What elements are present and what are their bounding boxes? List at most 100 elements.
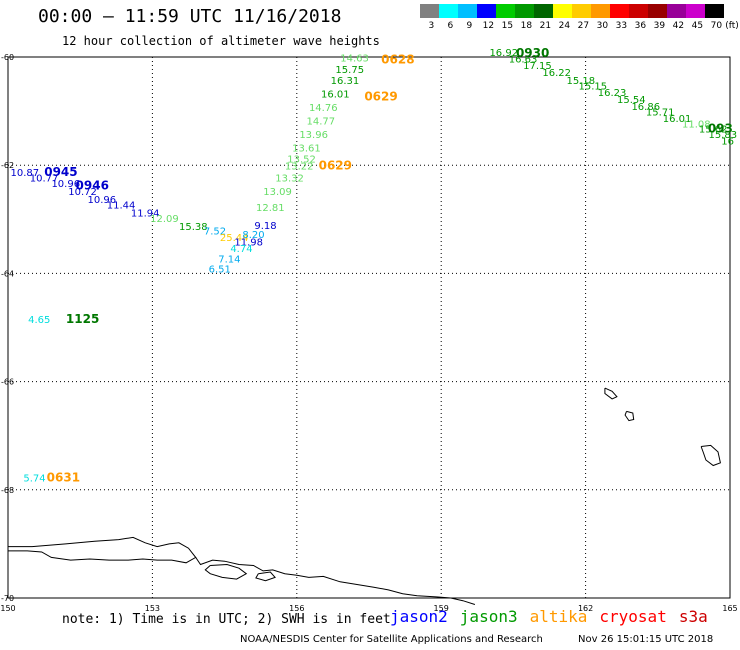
wave-height-value: 15.83 xyxy=(708,130,737,141)
wave-height-value: 14.77 xyxy=(307,117,336,128)
coastline xyxy=(204,563,248,580)
pass-time-label: 0628 xyxy=(381,52,414,66)
scale-swatch xyxy=(648,4,667,18)
wave-height-value: 13.96 xyxy=(299,130,328,141)
scale-label: 9 xyxy=(466,21,473,31)
scale-label: 39 xyxy=(653,21,666,31)
wave-height-value: 15.71 xyxy=(646,107,675,118)
scale-swatch xyxy=(610,4,629,18)
scale-swatch xyxy=(705,4,724,18)
wave-height-value: 16.01 xyxy=(321,90,350,101)
scale-swatch xyxy=(458,4,477,18)
wave-height-value: 15.18 xyxy=(566,76,595,87)
wave-height-value: 10.96 xyxy=(88,195,117,206)
wave-height-value: 16.01 xyxy=(663,114,692,125)
coastline xyxy=(195,557,476,605)
wave-height-value: 16 xyxy=(721,137,734,148)
scale-label: 6 xyxy=(447,21,454,31)
wave-height-value: 9.18 xyxy=(254,221,276,232)
satellite-legend: jason2 jason3 altika cryosat s3a xyxy=(390,607,720,626)
wave-height-value: 14.76 xyxy=(309,103,338,114)
scale-label: 45 xyxy=(691,21,704,31)
pass-time-label: 1125 xyxy=(66,312,99,326)
wave-height-value: 10.77 xyxy=(30,173,59,184)
satellite-jason2: jason2 xyxy=(390,607,448,626)
satellite-s3a: s3a xyxy=(678,607,708,626)
wave-height-value: 17.15 xyxy=(523,61,552,72)
scale-label: 12 xyxy=(482,21,495,31)
pass-time-label: 0631 xyxy=(47,471,80,485)
scale-swatch xyxy=(477,4,496,18)
scale-unit: (ft) xyxy=(725,21,739,31)
lon-tick-label: 162 xyxy=(578,604,593,613)
coastline xyxy=(255,571,276,582)
wave-height-value: 16.86 xyxy=(631,102,660,113)
scale-swatch xyxy=(439,4,458,18)
wave-height-value: 13.61 xyxy=(292,144,321,155)
scale-label: 42 xyxy=(672,21,685,31)
wave-height-value: 15.15 xyxy=(578,81,607,92)
wave-height-value: 13.09 xyxy=(263,187,292,198)
scale-label: 70 xyxy=(710,21,723,31)
scale-label: 33 xyxy=(615,21,628,31)
pass-time-label: 0946 xyxy=(76,179,109,193)
scale-swatch xyxy=(553,4,572,18)
pass-time-label: 0629 xyxy=(319,159,352,173)
scale-swatch xyxy=(534,4,553,18)
wave-height-value: 13.22 xyxy=(285,162,314,173)
title: 00:00 – 11:59 UTC 11/16/2018 xyxy=(38,6,342,27)
wave-height-value: 8.20 xyxy=(242,230,264,241)
wave-height-value: 11.44 xyxy=(107,200,136,211)
wave-height-value: 12.81 xyxy=(256,203,285,214)
map-frame xyxy=(7,56,731,599)
wave-height-value: 10.87 xyxy=(11,168,40,179)
wave-height-value: 16.22 xyxy=(542,68,571,79)
scale-swatch xyxy=(686,4,705,18)
scale-label: 30 xyxy=(596,21,609,31)
lat-tick-label: -64 xyxy=(1,269,14,278)
coastline xyxy=(8,536,197,564)
scale-label: 21 xyxy=(539,21,552,31)
lon-tick-label: 156 xyxy=(289,604,304,613)
wave-height-value: 10.72 xyxy=(68,187,97,198)
lon-tick-label: 165 xyxy=(722,604,737,613)
wave-height-value: 14.63 xyxy=(340,53,369,64)
pass-time-label: 0945 xyxy=(44,165,77,179)
color-scale xyxy=(420,4,724,18)
satellite-jason3: jason3 xyxy=(459,607,518,626)
scale-label: 36 xyxy=(634,21,647,31)
scale-swatch xyxy=(572,4,591,18)
satellite-altika: altika xyxy=(529,607,588,626)
scale-label: 15 xyxy=(501,21,514,31)
wave-height-value: 11.94 xyxy=(131,209,160,220)
lon-tick-label: 159 xyxy=(434,604,449,613)
pass-time-label: 0629 xyxy=(364,89,397,103)
wave-height-value: 13.52 xyxy=(287,154,316,165)
wave-height-value: 7.14 xyxy=(218,255,240,266)
coastline xyxy=(700,444,721,467)
coastline xyxy=(624,410,635,422)
wave-height-value: 4.74 xyxy=(230,244,252,255)
wave-height-value: 13.32 xyxy=(275,173,304,184)
footer: NOAA/NESDIS Center for Satellite Applica… xyxy=(240,634,713,645)
wave-height-value: 16.31 xyxy=(331,76,360,87)
lat-tick-label: -70 xyxy=(1,594,14,603)
wave-height-value: 4.65 xyxy=(28,315,50,326)
wave-height-value: 11.08 xyxy=(682,119,711,130)
wave-height-value: 5.74 xyxy=(23,474,45,485)
lat-tick-label: -60 xyxy=(1,53,14,62)
scale-swatch xyxy=(420,4,439,18)
wave-height-value: 6.51 xyxy=(209,264,231,275)
wave-height-value: 16.63 xyxy=(509,54,538,65)
wave-height-value: 25.44 xyxy=(220,233,249,244)
scale-swatch xyxy=(515,4,534,18)
scale-label: 27 xyxy=(577,21,590,31)
note: note: 1) Time is in UTC; 2) SWH is in fe… xyxy=(62,612,391,627)
wave-height-value: 7.52 xyxy=(204,226,226,237)
pass-time-label: 093 xyxy=(708,122,733,136)
coastline xyxy=(604,387,618,400)
wave-height-value: 15.75 xyxy=(335,65,364,76)
lat-tick-label: -68 xyxy=(1,486,14,495)
subtitle: 12 hour collection of altimeter wave hei… xyxy=(62,34,380,48)
